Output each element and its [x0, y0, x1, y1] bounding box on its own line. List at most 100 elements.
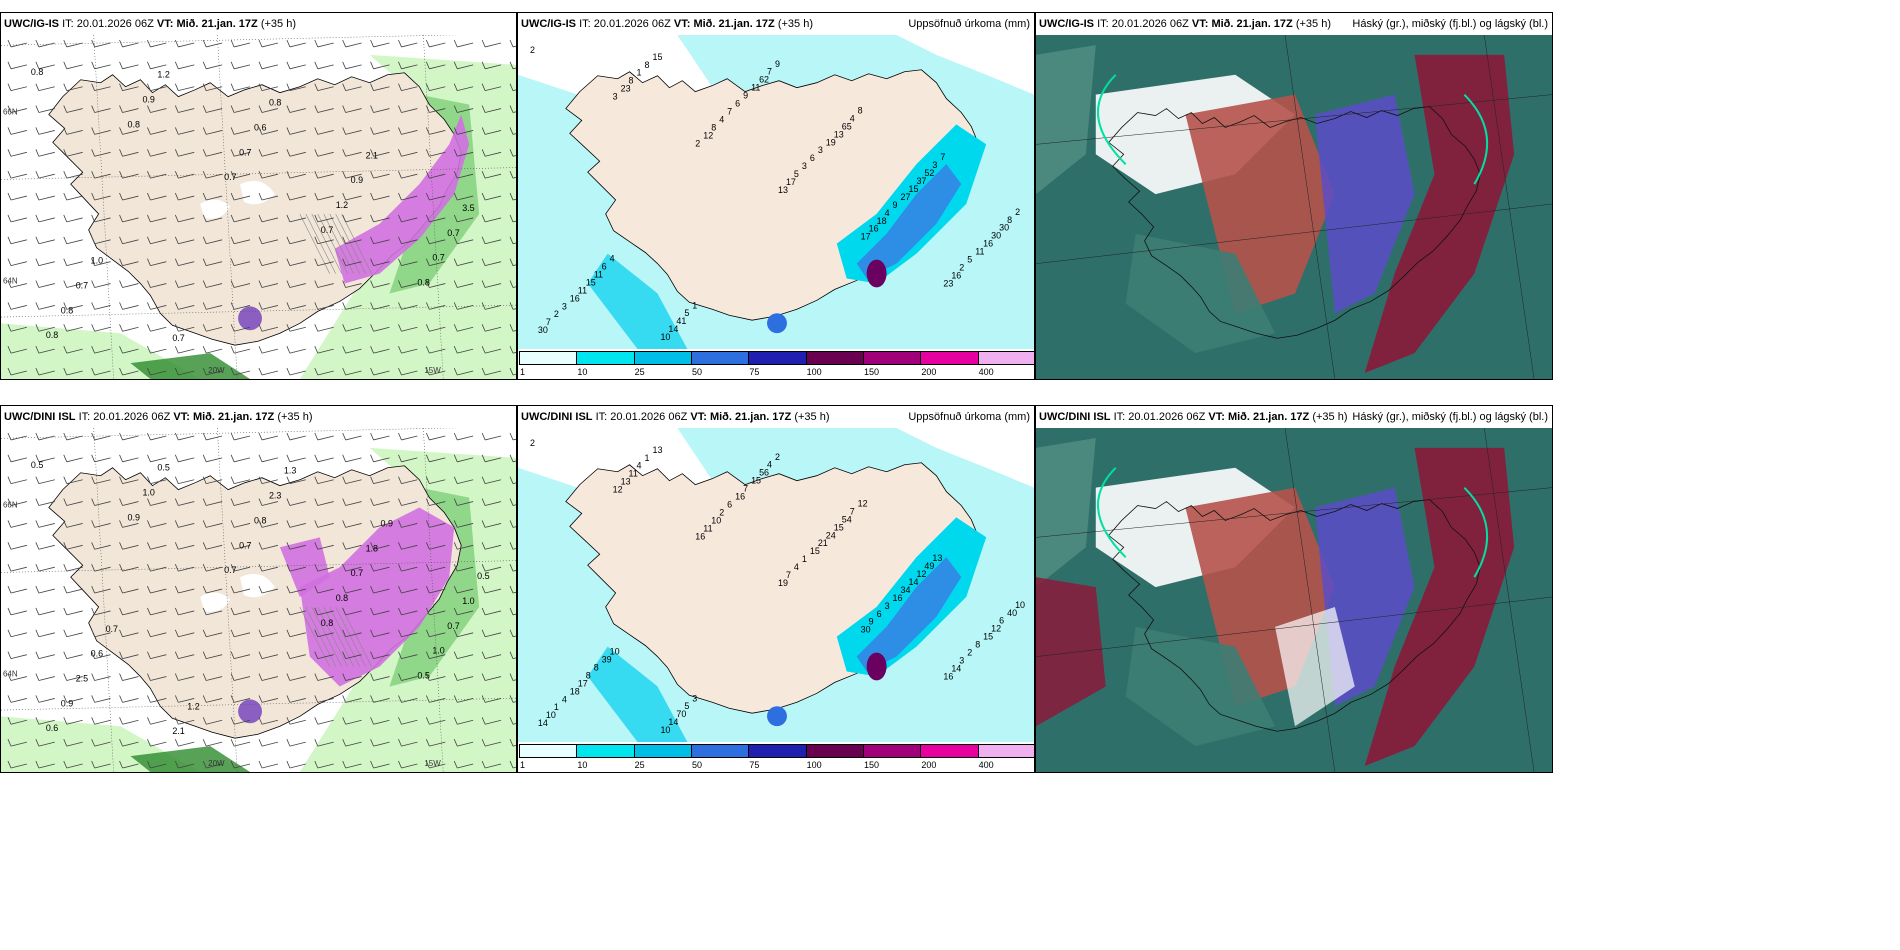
wind-barb	[230, 83, 251, 92]
wind-barb	[258, 258, 279, 267]
wind-barb	[7, 629, 27, 638]
iceland-outline	[1108, 106, 1481, 339]
panel-header: UWC/DINI ISL IT: 20.01.2026 06Z VT: Mið.…	[1036, 406, 1552, 428]
wind-barb	[174, 498, 195, 506]
wind-barb	[286, 432, 306, 441]
precip-value-label: 8	[594, 662, 599, 672]
precip-value-label: 2	[695, 138, 700, 148]
precip-value-label: 3	[818, 145, 823, 155]
precip-value-label: 18	[877, 216, 887, 226]
wind-barb	[202, 171, 223, 179]
precip-value-label: 10	[660, 332, 670, 342]
precip-value-label: 23	[621, 84, 631, 94]
wind-barb	[230, 520, 251, 528]
wind-barb	[314, 61, 334, 70]
wind-barb	[7, 476, 27, 485]
wind-barb	[119, 214, 139, 223]
wind-barb	[370, 127, 390, 135]
wind-barb	[453, 39, 474, 48]
wind-barb	[35, 432, 55, 441]
wind-barb	[481, 105, 502, 113]
colorbar-swatch	[519, 744, 578, 758]
wind-barb	[453, 302, 474, 310]
wind-barb	[453, 542, 474, 550]
precip-value-label: 1	[637, 68, 642, 78]
wind-barb	[202, 432, 223, 441]
gust-value-label: 0.5	[157, 463, 169, 473]
wind-barb	[63, 629, 83, 638]
wind-barb	[202, 127, 223, 135]
wind-barb	[314, 585, 334, 594]
gust-value-label: 0.8	[254, 515, 266, 525]
wind-barb	[314, 717, 334, 725]
precip-value-label: 7	[546, 317, 551, 327]
wind-barb	[453, 149, 474, 157]
wind-barb	[63, 149, 83, 157]
wind-barb	[370, 585, 390, 594]
wind-barb	[286, 83, 306, 92]
wind-barb	[314, 607, 334, 616]
precip-value-label: 10	[1015, 600, 1025, 610]
wind-barb	[509, 192, 516, 201]
wind-barb	[230, 149, 251, 157]
gust-value-label: 0.9	[128, 512, 140, 522]
wind-barb	[425, 585, 446, 594]
wind-barb	[314, 105, 334, 113]
precip-value-label: 2	[775, 452, 780, 462]
wind-barb	[147, 192, 167, 201]
wind-barb	[91, 258, 111, 267]
wind-barb	[147, 476, 167, 485]
wind-barb	[202, 346, 223, 354]
wind-barb	[147, 61, 167, 70]
valid-time: Mið. 21.jan. 17Z	[1227, 411, 1310, 423]
wind-barb	[398, 83, 418, 92]
wind-barb	[147, 695, 167, 703]
precip-value-label: 4	[562, 694, 567, 704]
wind-barb	[481, 302, 502, 310]
wind-barb	[63, 432, 83, 441]
lon-line	[93, 35, 114, 379]
wind-barb	[147, 739, 167, 747]
wind-barb	[7, 717, 27, 725]
precip-value-label: 8	[975, 640, 980, 650]
wind-barb	[398, 629, 418, 638]
glacier	[200, 592, 231, 612]
wind-barb	[286, 258, 306, 267]
colorbar-label: 10	[577, 367, 588, 377]
cloud-layer	[1036, 437, 1096, 588]
wind-barb	[147, 149, 167, 157]
precip-value-label: 15	[652, 52, 662, 62]
wind-barb	[342, 324, 362, 332]
precip-value-label: 3	[885, 601, 890, 611]
wind-barb	[453, 171, 474, 179]
wind-barb	[91, 760, 111, 769]
gust-value-label: 2.5	[76, 674, 88, 684]
wind-barb	[453, 346, 474, 354]
wind-barb	[174, 171, 195, 179]
wind-barb	[398, 61, 418, 70]
wind-barb	[119, 629, 139, 638]
wind-barb	[258, 432, 279, 441]
wind-barb	[147, 171, 167, 179]
wind-barb	[342, 192, 362, 201]
wind-barb	[91, 149, 111, 157]
wind-barb	[119, 127, 139, 135]
wind-barb	[119, 564, 139, 572]
precip-value-label: 12	[991, 624, 1001, 634]
wind-barb	[509, 585, 516, 594]
precip-value-label: 8	[858, 106, 863, 116]
precip-value-label: 8	[629, 76, 634, 86]
wind-barb	[286, 192, 306, 201]
wind-barb	[342, 127, 362, 135]
wind-barb	[453, 629, 474, 638]
wind-barb	[119, 39, 139, 48]
lat-line	[1, 304, 516, 318]
colorbar-swatch	[576, 351, 635, 365]
wind-barb	[202, 280, 223, 288]
wind-barb	[370, 498, 390, 506]
wind-barb	[63, 346, 83, 354]
colorbar-swatch	[805, 744, 864, 758]
precip-value-label: 16	[869, 224, 879, 234]
wind-barb	[370, 83, 390, 92]
precip-value-label: 15	[586, 277, 596, 287]
